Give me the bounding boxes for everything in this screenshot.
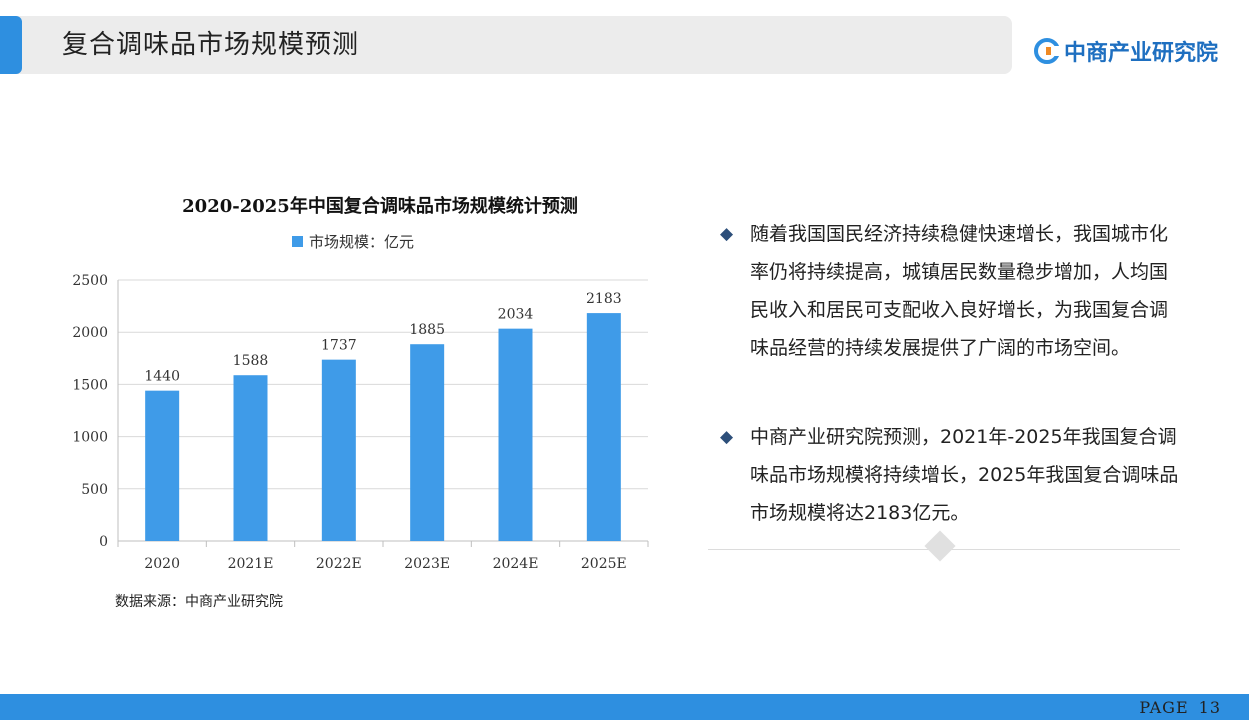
data-label: 1885 <box>409 322 445 338</box>
bullet-item-1: ◆ 随着我国国民经济持续稳健快速增长，我国城市化率仍将持续提高，城镇居民数量稳步… <box>720 215 1180 367</box>
footer-bar <box>0 694 1249 720</box>
bullet-text: 随着我国国民经济持续稳健快速增长，我国城市化率仍将持续提高，城镇居民数量稳步增加… <box>750 223 1169 359</box>
bullet-text: 中商产业研究院预测，2021年-2025年我国复合调味品市场规模将持续增长，20… <box>750 426 1179 524</box>
x-tick-label: 2020 <box>144 556 180 572</box>
data-label: 1737 <box>321 338 357 354</box>
y-tick-label: 500 <box>81 482 108 498</box>
data-label: 2183 <box>586 291 622 307</box>
header-bar <box>0 16 1012 74</box>
header-accent <box>0 16 22 74</box>
bar <box>321 359 356 541</box>
logo-text: 中商产业研究院 <box>1064 41 1219 66</box>
company-logo-icon <box>1034 38 1060 64</box>
bar <box>145 390 180 541</box>
data-source: 数据来源：中商产业研究院 <box>115 594 283 610</box>
x-tick-label: 2022E <box>316 556 362 572</box>
data-label: 2034 <box>498 307 534 323</box>
x-tick-label: 2023E <box>404 556 450 572</box>
bar-chart: 0 500 1000 1500 2000 2500 1440 2020 1588 2021E 173… <box>72 273 649 572</box>
y-tick-label: 1000 <box>72 430 108 446</box>
data-label: 1588 <box>233 353 269 369</box>
y-tick-label: 2000 <box>72 325 108 341</box>
page-number-value: 13 <box>1198 698 1221 717</box>
company-logo: 中商产业研究院 <box>1034 34 1218 68</box>
bar <box>233 375 268 541</box>
y-tick-label: 1500 <box>72 377 108 393</box>
bar <box>498 328 533 541</box>
legend-swatch <box>292 236 303 247</box>
chart-legend: 市场规模：亿元 <box>292 231 414 252</box>
y-tick-label: 2500 <box>72 273 108 289</box>
chart-title: 2020-2025年中国复合调味品市场规模统计预测 <box>182 196 578 217</box>
y-tick-label: 0 <box>99 534 108 550</box>
diamond-bullet-icon: ◆ <box>720 224 734 244</box>
x-tick-label: 2024E <box>493 556 539 572</box>
bullet-item-2: ◆ 中商产业研究院预测，2021年-2025年我国复合调味品市场规模将持续增长，… <box>720 418 1180 532</box>
page-number: PAGE 13 <box>1139 698 1221 717</box>
divider-diamond-icon <box>924 530 956 562</box>
page-label: PAGE <box>1139 698 1189 717</box>
data-label: 1440 <box>144 369 180 385</box>
bar <box>410 344 445 541</box>
page-title: 复合调味品市场规模预测 <box>62 30 360 60</box>
x-tick-label: 2021E <box>228 556 274 572</box>
x-tick-label: 2025E <box>581 556 627 572</box>
bar <box>586 313 621 541</box>
legend-label: 市场规模：亿元 <box>309 233 415 251</box>
diamond-bullet-icon: ◆ <box>720 427 734 447</box>
